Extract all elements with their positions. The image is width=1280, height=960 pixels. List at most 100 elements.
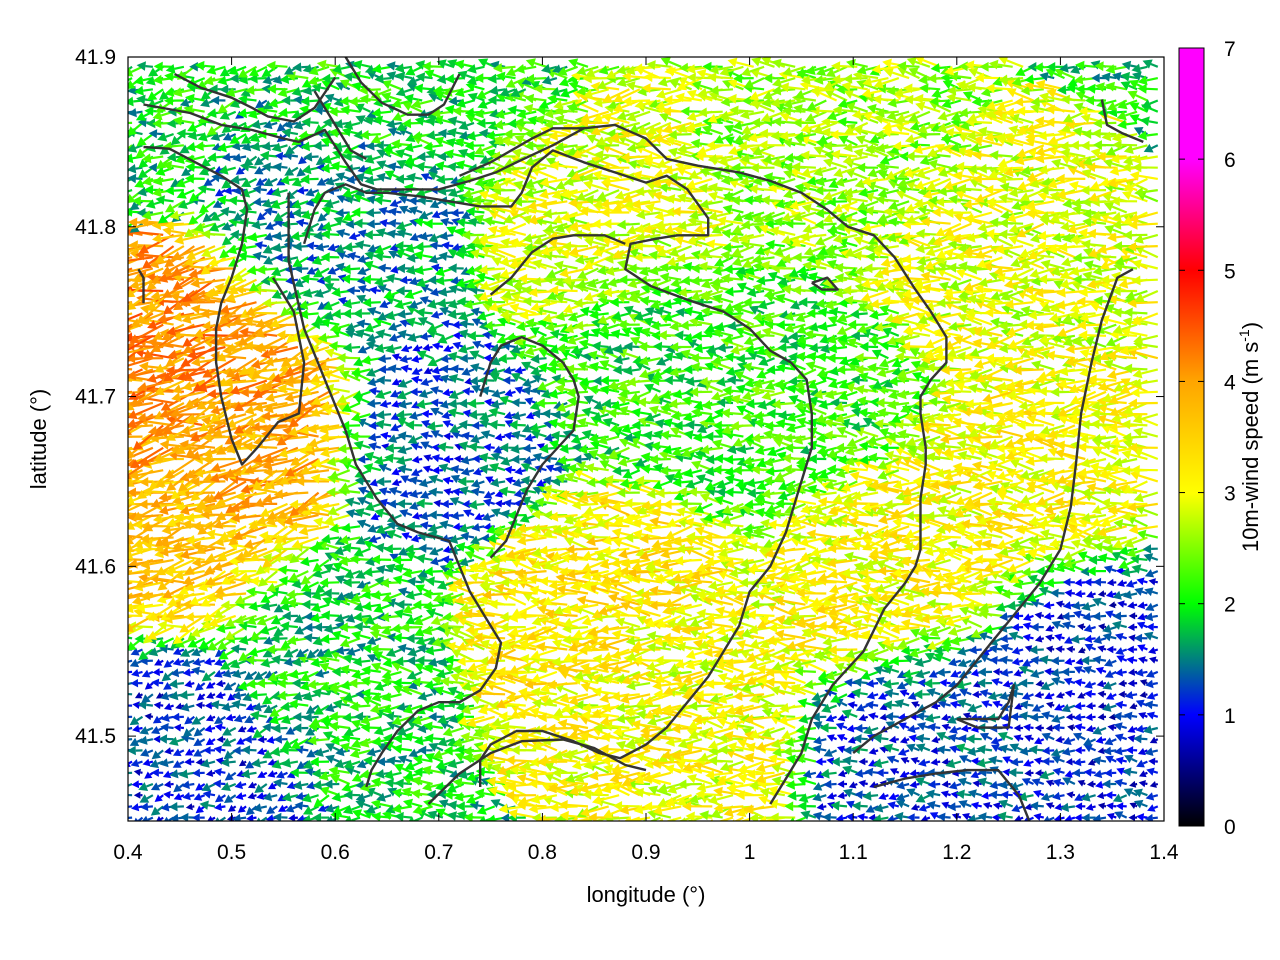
wind-arrow — [1052, 778, 1065, 787]
wind-arrow — [458, 523, 475, 533]
wind-arrow — [235, 491, 267, 501]
wind-arrow — [151, 726, 164, 735]
wind-arrow — [1093, 769, 1107, 779]
wind-arrow — [1064, 589, 1075, 598]
wind-arrow — [355, 799, 371, 809]
wind-arrow — [860, 670, 879, 680]
wind-arrow — [1058, 366, 1086, 377]
wind-arrow — [875, 768, 889, 778]
wind-arrow — [357, 285, 371, 294]
wind-arrow — [528, 778, 557, 789]
wind-arrow — [989, 656, 1003, 665]
wind-arrow — [849, 606, 879, 617]
wind-arrow — [313, 288, 330, 298]
wind-arrow — [1092, 611, 1107, 621]
wind-arrow — [609, 771, 641, 784]
wind-arrow — [428, 743, 444, 752]
wind-arrow — [977, 777, 993, 787]
wind-arrow — [1136, 577, 1148, 586]
wind-arrow — [202, 790, 216, 799]
wind-arrow — [342, 577, 361, 588]
wind-arrow — [1123, 788, 1138, 797]
wind-arrow — [1117, 600, 1127, 608]
wind-arrow — [1053, 814, 1065, 821]
wind-arrow — [842, 765, 858, 775]
wind-arrow — [1078, 287, 1107, 298]
wind-arrow — [1136, 621, 1148, 630]
wind-arrow — [911, 701, 920, 709]
wind-arrow — [285, 804, 299, 813]
wind-arrow — [447, 263, 464, 274]
wind-arrow — [1126, 656, 1138, 665]
wind-arrow — [1092, 756, 1107, 766]
wind-arrow — [386, 756, 402, 766]
wind-arrow — [894, 811, 910, 821]
wind-arrow — [306, 749, 320, 758]
wind-arrow — [529, 327, 547, 337]
wind-arrow — [1144, 813, 1158, 821]
wind-arrow — [184, 748, 195, 756]
wind-arrow — [1022, 633, 1034, 642]
wind-arrow — [213, 768, 226, 777]
wind-arrow — [231, 669, 247, 679]
wind-arrow — [483, 490, 496, 499]
wind-arrow — [133, 791, 143, 799]
wind-arrow — [1129, 702, 1138, 710]
wind-arrow — [1033, 813, 1045, 821]
wind-arrow — [191, 715, 206, 725]
wind-arrow — [851, 801, 868, 811]
wind-arrow — [403, 798, 423, 809]
wind-arrow — [396, 499, 412, 509]
wind-arrow — [392, 744, 413, 754]
wind-arrow — [422, 465, 433, 473]
wind-arrow — [945, 758, 962, 769]
wind-arrow — [128, 738, 133, 741]
wind-arrow — [1122, 767, 1138, 777]
wind-arrow — [377, 263, 392, 273]
wind-arrow — [813, 736, 827, 745]
wind-arrow — [385, 344, 402, 354]
wind-arrow — [413, 614, 434, 626]
wind-arrow — [1115, 700, 1127, 709]
wind-arrow — [128, 668, 133, 677]
wind-arrow — [415, 498, 433, 509]
wind-arrow — [866, 691, 879, 700]
wind-arrow — [1034, 724, 1044, 732]
wind-arrow — [1148, 757, 1158, 766]
wind-arrow — [925, 789, 941, 799]
wind-arrow — [530, 794, 558, 804]
wind-arrow — [1039, 655, 1055, 665]
wind-arrow — [746, 769, 775, 780]
wind-arrow — [1093, 635, 1107, 644]
wind-arrow — [192, 768, 205, 778]
wind-arrow — [1114, 746, 1127, 756]
wind-arrow — [203, 657, 216, 666]
wind-arrow — [990, 736, 1003, 745]
wind-arrow — [442, 420, 454, 428]
wind-arrow — [674, 555, 702, 566]
wind-arrow — [215, 679, 226, 688]
wind-arrow — [420, 377, 433, 387]
wind-arrow — [452, 777, 475, 788]
wind-arrow — [260, 592, 278, 603]
wind-arrow — [631, 407, 651, 418]
wind-arrow — [128, 379, 133, 382]
wind-arrow — [1113, 722, 1127, 731]
wind-arrow — [1073, 666, 1086, 674]
wind-arrow — [426, 421, 444, 432]
wind-arrow — [969, 713, 982, 722]
wind-arrow — [343, 790, 361, 800]
wind-arrow — [1129, 470, 1159, 483]
wind-arrow — [327, 266, 340, 275]
wind-arrow — [144, 682, 154, 690]
wind-arrow — [992, 700, 1003, 709]
wind-arrow — [442, 455, 454, 464]
wind-arrow — [716, 771, 744, 786]
wind-arrow — [1146, 767, 1159, 776]
wind-arrow — [998, 799, 1014, 809]
wind-arrow — [708, 755, 734, 766]
wind-arrow — [131, 780, 143, 789]
wind-arrow — [1077, 623, 1086, 631]
wind-arrow — [1080, 655, 1096, 666]
wind-arrow — [151, 678, 164, 687]
